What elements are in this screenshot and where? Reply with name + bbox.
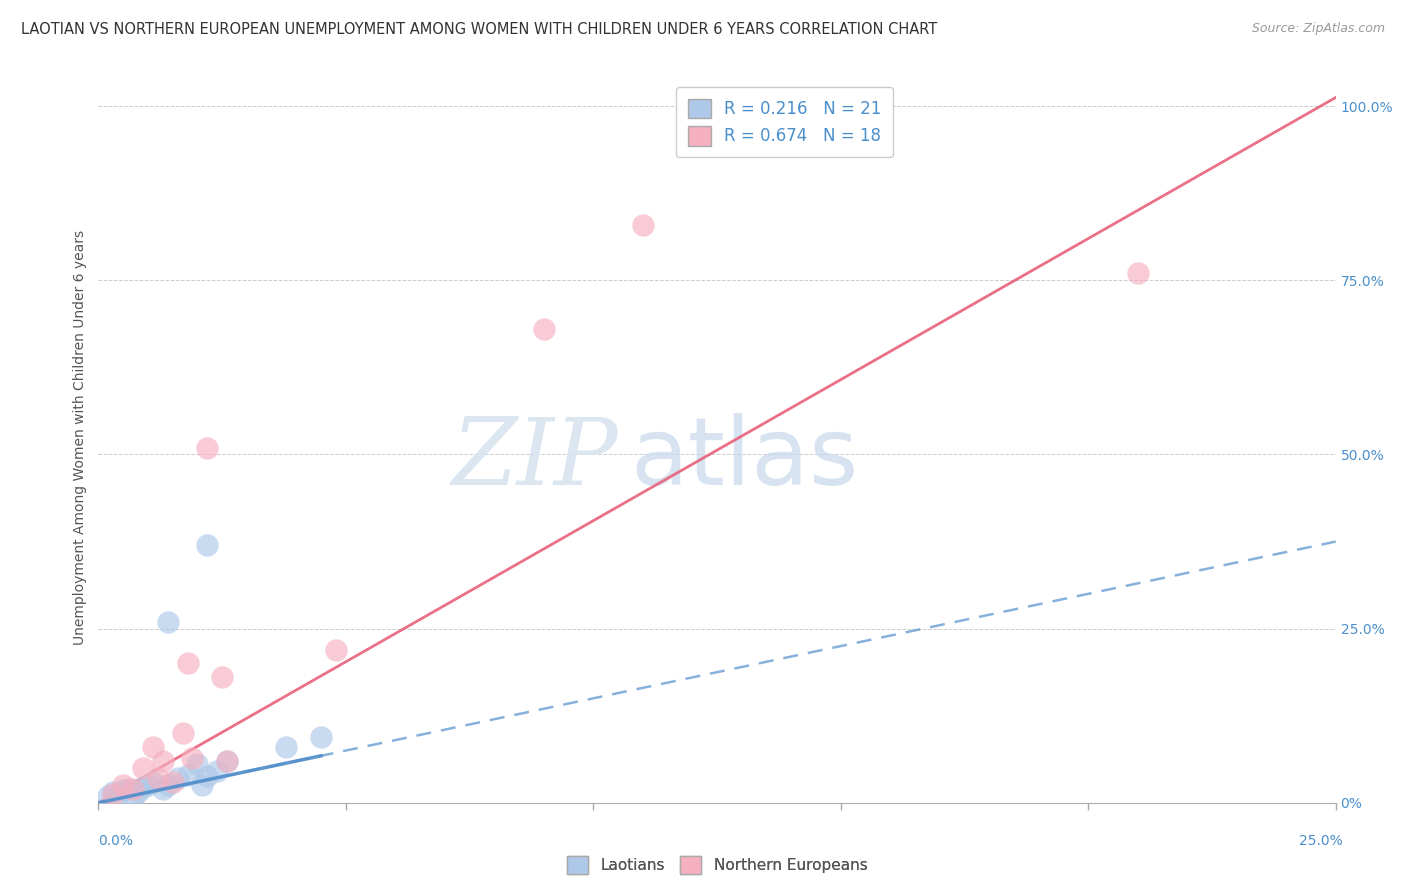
Point [156,778,179,792]
Point [152,754,174,768]
Point [146,772,169,786]
Point [211,670,233,684]
Point [195,538,218,552]
Text: ZIP: ZIP [451,414,619,504]
Point [117,781,139,796]
Text: 0.0%: 0.0% [98,834,134,848]
Point [217,754,239,768]
Y-axis label: Unemployment Among Women with Children Under 6 years: Unemployment Among Women with Children U… [73,229,87,645]
Point [132,780,155,795]
Point [97,789,120,803]
Point [195,769,218,783]
Point [176,657,198,671]
Point [162,775,184,789]
Point [181,750,204,764]
Point [122,781,145,796]
Point [166,772,188,786]
Text: 25.0%: 25.0% [1299,834,1343,848]
Point [142,775,165,789]
Point [325,642,347,657]
Point [276,740,298,755]
Point [112,778,135,792]
Point [152,781,174,796]
Legend: R = 0.216   N = 21, R = 0.674   N = 18: R = 0.216 N = 21, R = 0.674 N = 18 [676,87,893,157]
Text: atlas: atlas [630,413,859,505]
Point [103,788,125,802]
Point [217,754,239,768]
Point [156,615,179,629]
Point [631,218,654,232]
Point [533,322,555,336]
Point [205,764,228,779]
Text: LAOTIAN VS NORTHERN EUROPEAN UNEMPLOYMENT AMONG WOMEN WITH CHILDREN UNDER 6 YEAR: LAOTIAN VS NORTHERN EUROPEAN UNEMPLOYMEN… [21,22,938,37]
Point [191,778,214,792]
Point [103,785,125,799]
Point [112,783,135,797]
Point [127,785,149,799]
Point [176,768,198,782]
Point [186,757,208,772]
Point [132,761,155,775]
Text: Source: ZipAtlas.com: Source: ZipAtlas.com [1251,22,1385,36]
Point [195,441,218,455]
Point [122,790,145,805]
Point [136,778,159,792]
Point [142,740,165,755]
Point [1126,266,1149,280]
Point [309,730,332,744]
Point [172,726,194,740]
Point [107,788,129,802]
